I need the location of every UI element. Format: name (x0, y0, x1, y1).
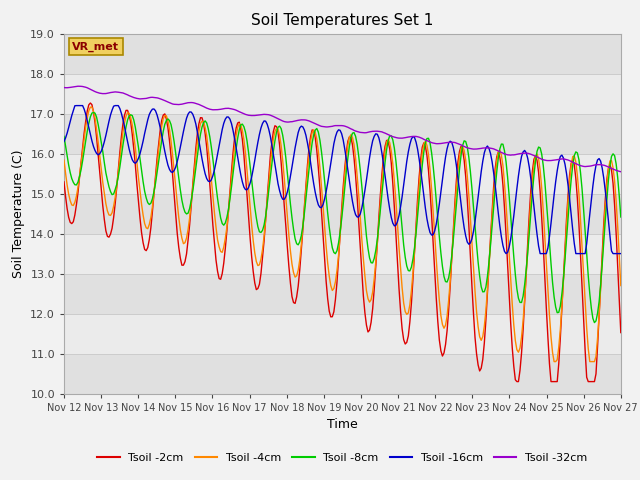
Line: Tsoil -4cm: Tsoil -4cm (64, 107, 621, 361)
Tsoil -16cm (130, 159, 138, 165)
Tsoil -2cm (255, 281, 263, 287)
Bar (64, 34, 621, 73)
Tsoil -32cm (74, 84, 82, 89)
Tsoil -8cm (617, 214, 625, 220)
Tsoil -8cm (60, 133, 68, 139)
Tsoil -2cm (246, 235, 254, 241)
Tsoil -32cm (617, 169, 625, 175)
Bar (64, 313, 621, 354)
Tsoil -32cm (228, 106, 236, 112)
Line: Tsoil -16cm: Tsoil -16cm (64, 106, 621, 253)
Bar (64, 154, 621, 193)
Bar (64, 274, 621, 313)
Tsoil -16cm (255, 132, 263, 137)
Legend: Tsoil -2cm, Tsoil -4cm, Tsoil -8cm, Tsoil -16cm, Tsoil -32cm: Tsoil -2cm, Tsoil -4cm, Tsoil -8cm, Tsoi… (93, 448, 592, 467)
Bar (64, 114, 621, 154)
Tsoil -8cm (588, 305, 595, 311)
Tsoil -8cm (90, 109, 97, 115)
Tsoil -2cm (513, 379, 521, 384)
X-axis label: Time: Time (327, 418, 358, 431)
Tsoil -4cm (255, 262, 263, 268)
Tsoil -4cm (617, 283, 625, 288)
Tsoil -16cm (60, 139, 68, 144)
Bar (64, 73, 621, 114)
Tsoil -4cm (88, 104, 96, 110)
Tsoil -8cm (130, 117, 138, 123)
Tsoil -8cm (591, 320, 598, 325)
Tsoil -2cm (228, 168, 236, 174)
Bar (64, 354, 621, 394)
Tsoil -32cm (588, 163, 595, 169)
Tsoil -8cm (228, 184, 236, 190)
Tsoil -16cm (72, 103, 80, 108)
Tsoil -8cm (255, 229, 263, 235)
Tsoil -32cm (305, 118, 313, 124)
Tsoil -2cm (589, 379, 596, 384)
Line: Tsoil -32cm: Tsoil -32cm (64, 86, 621, 172)
Tsoil -4cm (228, 176, 236, 181)
Tsoil -4cm (130, 132, 138, 138)
Text: VR_met: VR_met (72, 42, 119, 52)
Tsoil -2cm (130, 146, 138, 152)
Tsoil -32cm (255, 112, 263, 118)
Tsoil -16cm (536, 251, 544, 256)
Tsoil -2cm (60, 179, 68, 185)
Tsoil -2cm (305, 144, 313, 150)
Tsoil -4cm (589, 359, 596, 364)
Tsoil -16cm (246, 180, 254, 186)
Tsoil -4cm (246, 204, 254, 209)
Y-axis label: Soil Temperature (C): Soil Temperature (C) (12, 149, 25, 278)
Line: Tsoil -2cm: Tsoil -2cm (64, 103, 621, 382)
Tsoil -16cm (617, 251, 625, 256)
Tsoil -32cm (60, 84, 68, 90)
Tsoil -4cm (305, 151, 313, 157)
Title: Soil Temperatures Set 1: Soil Temperatures Set 1 (252, 13, 433, 28)
Tsoil -32cm (130, 95, 138, 100)
Tsoil -4cm (550, 359, 558, 364)
Tsoil -8cm (305, 166, 313, 171)
Line: Tsoil -8cm: Tsoil -8cm (64, 112, 621, 323)
Tsoil -8cm (246, 163, 254, 169)
Tsoil -2cm (617, 330, 625, 336)
Tsoil -4cm (60, 157, 68, 163)
Tsoil -2cm (86, 100, 94, 106)
Tsoil -16cm (305, 149, 313, 155)
Bar (64, 234, 621, 274)
Tsoil -32cm (246, 112, 254, 118)
Bar (64, 193, 621, 234)
Tsoil -16cm (228, 121, 236, 127)
Tsoil -16cm (589, 183, 596, 189)
